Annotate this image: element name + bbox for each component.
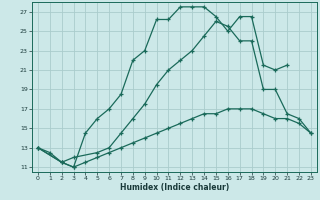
- X-axis label: Humidex (Indice chaleur): Humidex (Indice chaleur): [120, 183, 229, 192]
